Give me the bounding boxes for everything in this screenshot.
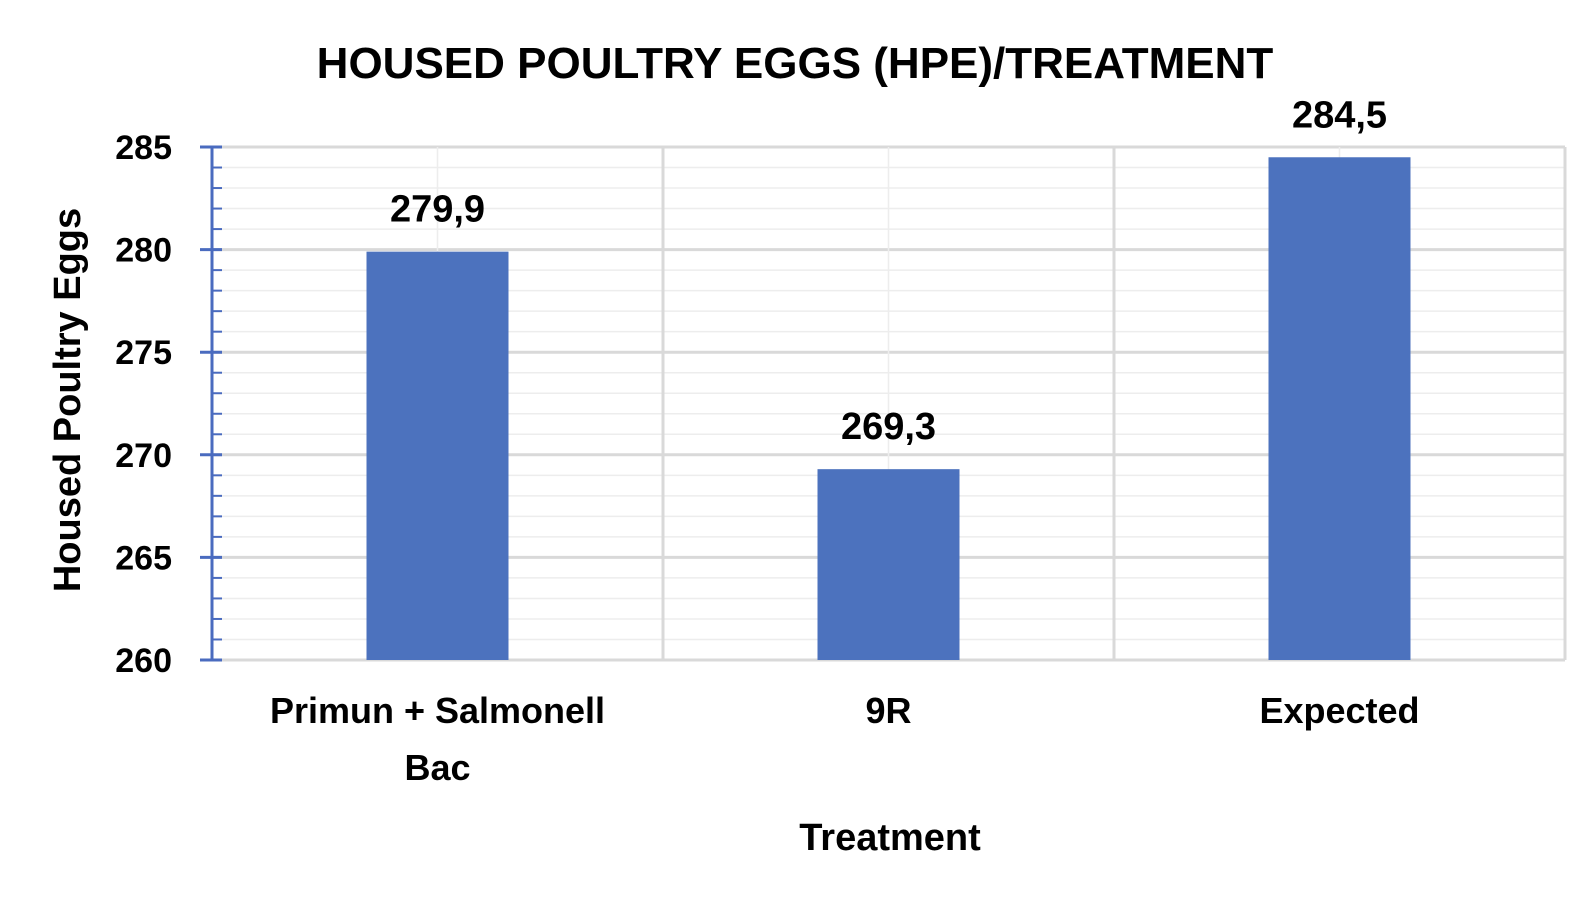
x-axis-title: Treatment (799, 817, 981, 859)
y-axis-title: Housed Poultry Eggs (47, 208, 89, 592)
data-labels: 279,9 269,3 284,5 (390, 94, 1387, 448)
x-tick-label: Primun + Salmonell (270, 690, 605, 731)
x-category-labels: Primun + Salmonell Bac 9R Expected (270, 690, 1420, 788)
bars (366, 157, 1411, 661)
y-axis (200, 145, 222, 662)
y-tick-label: 280 (115, 232, 172, 270)
data-label: 279,9 (390, 189, 485, 231)
y-tick-label: 265 (115, 539, 172, 577)
x-tick-label: Expected (1259, 690, 1419, 731)
bar (366, 251, 509, 661)
bar (1268, 157, 1411, 660)
x-tick-label: Bac (404, 747, 470, 788)
y-tick-label: 270 (115, 437, 172, 475)
x-tick-label: 9R (865, 690, 911, 731)
data-label: 269,3 (841, 406, 936, 448)
chart-title: HOUSED POULTRY EGGS (HPE)/TREATMENT (317, 39, 1274, 88)
y-tick-label: 260 (115, 642, 172, 680)
bar (817, 469, 960, 660)
y-tick-labels: 260 265 270 275 280 285 (115, 129, 172, 680)
y-tick-label: 285 (115, 129, 172, 167)
data-label: 284,5 (1292, 94, 1387, 136)
y-tick-label: 275 (115, 334, 172, 372)
